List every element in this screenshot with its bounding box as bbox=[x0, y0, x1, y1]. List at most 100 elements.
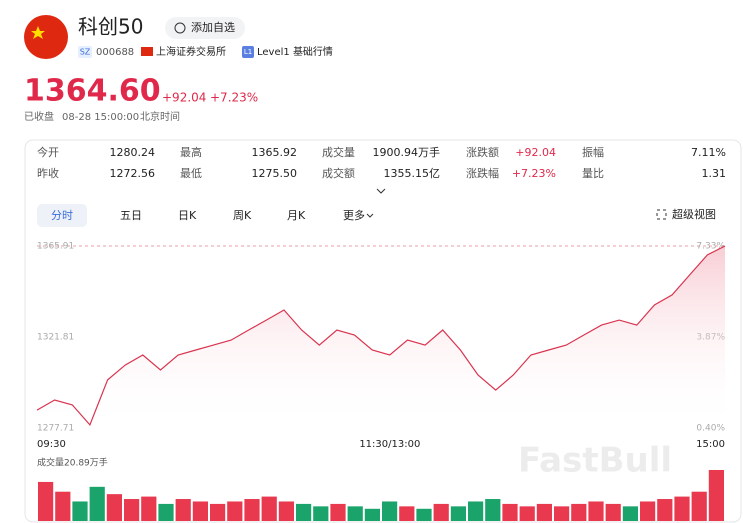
stat-value: 1280.24 bbox=[110, 146, 156, 159]
y-tick-label: 1321.81 bbox=[37, 333, 74, 343]
stat-value: 1.31 bbox=[702, 167, 727, 180]
title: 科创50 bbox=[78, 15, 143, 39]
volume-bar bbox=[657, 499, 673, 521]
stat-label: 成交额 bbox=[322, 166, 355, 180]
stat-value: 1275.50 bbox=[252, 167, 298, 180]
flag bbox=[24, 15, 68, 59]
stat-label: 量比 bbox=[582, 167, 604, 180]
x-tick-label: 09:30 bbox=[37, 439, 66, 450]
stat-value: 1355.15亿 bbox=[384, 167, 441, 180]
volume-bar bbox=[347, 506, 363, 521]
watermark: FastBull bbox=[518, 441, 672, 481]
volume-bar bbox=[485, 499, 501, 521]
y-tick-label: 1365.91 bbox=[37, 242, 74, 252]
volume-bar bbox=[278, 501, 294, 521]
tab[interactable]: 月K bbox=[287, 209, 306, 222]
tab[interactable]: 日K bbox=[178, 209, 197, 222]
fullscreen-icon[interactable] bbox=[656, 209, 667, 220]
change-pct: +7.23% bbox=[210, 91, 258, 105]
volume-bar bbox=[468, 501, 484, 521]
line bbox=[36, 245, 726, 427]
exchange-flag bbox=[141, 47, 153, 56]
volume-bar bbox=[588, 501, 604, 521]
tab-selected[interactable] bbox=[37, 204, 87, 227]
tab[interactable]: 更多 bbox=[343, 208, 365, 222]
expand-caret[interactable] bbox=[376, 188, 386, 194]
volume-bar bbox=[141, 496, 157, 521]
y2-tick-label: 0.40% bbox=[696, 424, 725, 434]
volume-bar bbox=[124, 499, 140, 521]
stat-value: 1365.92 bbox=[252, 146, 298, 159]
stat-label: 最高 bbox=[180, 145, 202, 159]
x-tick-label: 11:30/13:00 bbox=[359, 439, 420, 450]
fullscreen[interactable]: 超级视图 bbox=[672, 207, 716, 221]
volume-bar bbox=[399, 506, 415, 521]
volume-bar bbox=[640, 501, 656, 521]
volume-bar bbox=[708, 470, 724, 521]
volume-bar bbox=[261, 496, 277, 521]
tab[interactable]: 五日 bbox=[120, 209, 142, 222]
y-tick-label: 1277.71 bbox=[37, 424, 74, 434]
volume-bar bbox=[89, 486, 105, 521]
volume-bar bbox=[55, 491, 71, 521]
stat-value: 1272.56 bbox=[110, 167, 156, 180]
volume-bar bbox=[192, 501, 208, 521]
stat-value: +7.23% bbox=[512, 167, 556, 180]
volume-bar bbox=[364, 508, 380, 521]
volume-bar bbox=[450, 506, 466, 521]
stat-value: 1900.94万手 bbox=[373, 145, 441, 159]
stat-label: 昨收 bbox=[37, 166, 59, 180]
volume-bar bbox=[38, 481, 54, 521]
stat-label: 振幅 bbox=[582, 145, 604, 159]
x-tick-label: 15:00 bbox=[696, 439, 725, 450]
volume-title: 成交量20.89万手 bbox=[37, 457, 108, 469]
level-badge-text: L1 bbox=[244, 48, 252, 56]
volume-bar bbox=[536, 503, 552, 521]
volume-bar bbox=[416, 508, 432, 521]
tab-caret[interactable] bbox=[366, 213, 374, 218]
stat-label: 最低 bbox=[180, 167, 202, 180]
flag-star bbox=[31, 26, 45, 39]
volume-bar bbox=[296, 503, 312, 521]
market-badge bbox=[78, 46, 92, 58]
volume-bar bbox=[175, 499, 191, 521]
price: 1364.60 bbox=[24, 74, 161, 109]
change: +92.04 bbox=[162, 91, 206, 105]
volume-bar bbox=[244, 499, 260, 521]
volume-bar bbox=[382, 501, 398, 521]
level-badge bbox=[242, 46, 254, 58]
stat-value: +92.04 bbox=[515, 146, 556, 159]
volume-bar bbox=[433, 503, 449, 521]
stat-label: 今开 bbox=[37, 145, 59, 159]
volume-bar bbox=[502, 503, 518, 521]
stat-value: 7.11% bbox=[691, 146, 726, 159]
volume-bar bbox=[313, 506, 329, 521]
code: 000688 bbox=[96, 47, 134, 58]
time: 08-28 15:00:00 bbox=[62, 112, 139, 123]
tab[interactable]: 分时 bbox=[51, 209, 73, 222]
market: SZ bbox=[80, 48, 91, 57]
timezone: 北京时间 bbox=[140, 110, 180, 123]
add-label[interactable]: 添加自选 bbox=[191, 20, 235, 34]
status: 已收盘 bbox=[24, 110, 54, 123]
card bbox=[24, 139, 742, 523]
area bbox=[37, 246, 725, 428]
volume-bar bbox=[210, 503, 226, 521]
volume-bar bbox=[571, 503, 587, 521]
volume-bar bbox=[227, 501, 243, 521]
volume-bar bbox=[674, 496, 690, 521]
tab[interactable]: 周K bbox=[233, 209, 252, 222]
volume-bar bbox=[554, 506, 570, 521]
stat-label: 成交量 bbox=[322, 145, 355, 159]
add-button[interactable] bbox=[165, 17, 245, 39]
stat-label: 涨跌幅 bbox=[466, 166, 499, 180]
volume-bar bbox=[622, 506, 638, 521]
volume-bar bbox=[519, 506, 535, 521]
volume-bar bbox=[158, 503, 174, 521]
stat-label: 涨跌额 bbox=[466, 145, 499, 159]
volume-bar bbox=[605, 503, 621, 521]
y2-tick-label: 7.33% bbox=[696, 242, 725, 252]
level: Level1 基础行情 bbox=[257, 45, 333, 58]
